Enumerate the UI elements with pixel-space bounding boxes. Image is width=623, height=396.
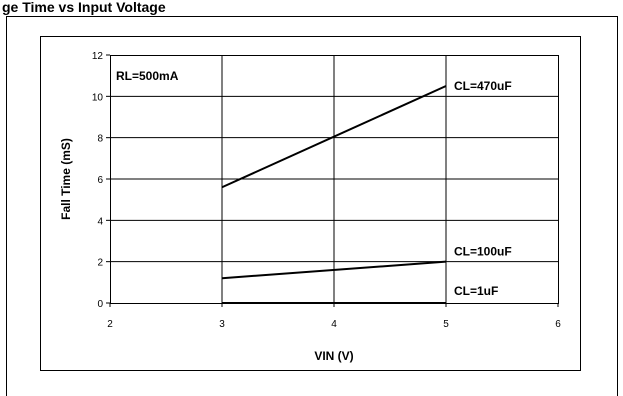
series-label-2: CL=1uF <box>454 284 498 298</box>
x-tick-label-2: 4 <box>331 319 337 330</box>
x-tick-label-4: 6 <box>555 319 561 330</box>
y-tick-label-2: 4 <box>97 216 103 227</box>
x-tick-labels: 2 3 4 5 6 <box>107 303 561 330</box>
chart-border <box>40 36 581 371</box>
x-tick-label-1: 3 <box>219 319 225 330</box>
y-tick-label-3: 6 <box>97 175 103 186</box>
y-axis-title: Fall Time (mS) <box>59 138 73 220</box>
y-tick-label-0: 0 <box>97 299 103 310</box>
y-tick-label-1: 2 <box>97 258 103 269</box>
x-axis-title: VIN (V) <box>314 349 353 363</box>
series-label-0: CL=470uF <box>454 79 512 93</box>
page-heading: ge Time vs Input Voltage <box>2 0 166 15</box>
series-lines <box>221 85 447 304</box>
chart-annotation: RL=500mA <box>116 69 179 83</box>
figure-frame <box>6 16 618 396</box>
y-tick-label-4: 8 <box>97 134 103 145</box>
y-tick-label-6: 12 <box>92 51 104 62</box>
x-tick-label-0: 2 <box>107 319 113 330</box>
series-line-1 <box>221 260 447 280</box>
series-line-0 <box>221 85 447 189</box>
y-tick-label-5: 10 <box>92 92 104 103</box>
x-tick-label-3: 5 <box>443 319 449 330</box>
y-tick-labels: 0 2 4 6 8 10 12 <box>92 51 110 310</box>
series-labels: CL=470uF CL=100uF CL=1uF <box>454 79 512 298</box>
series-label-1: CL=100uF <box>454 245 512 259</box>
